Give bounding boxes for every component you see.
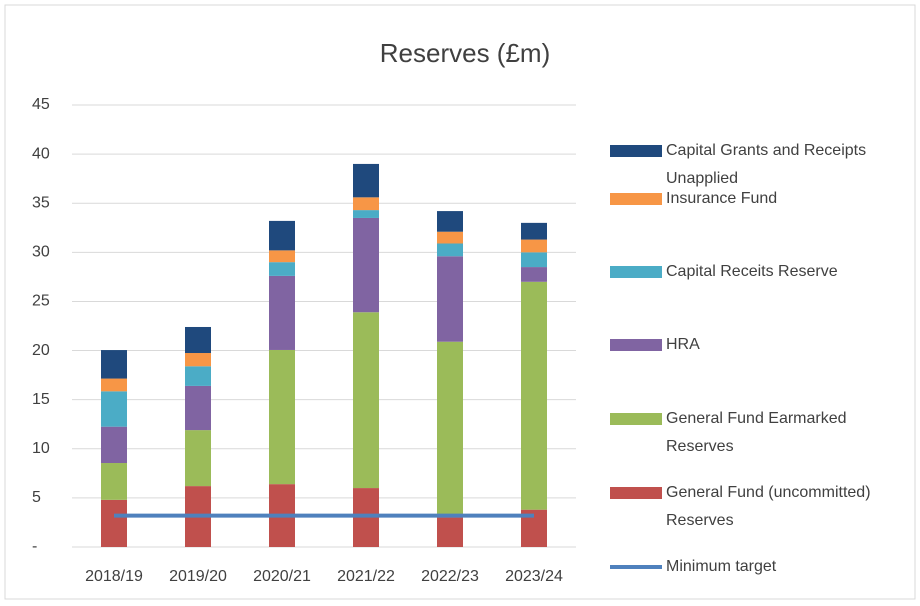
bar-segment [521,267,547,282]
bar-segment [437,341,463,518]
bar-segment [353,197,379,211]
bar-segment [185,353,211,367]
legend-label: Capital Receits Reserve [666,263,838,280]
legend-item: General Fund (uncommitted) Reserves [610,479,910,535]
bar-segment [521,281,547,510]
chart-title: Reserves (£m) [380,38,550,68]
bar-segment [353,217,379,313]
bar-segment [521,222,547,240]
legend-swatch [610,487,662,499]
bar-segment [521,239,547,253]
legend-swatch [610,266,662,278]
legend-label: General Fund (uncommitted) Reserves [666,484,871,529]
y-tick-label: 45 [32,96,50,113]
y-tick-label: 15 [32,391,50,408]
bar-segment [437,211,463,232]
x-tick-label: 2021/22 [337,568,395,585]
legend-item: HRA [610,331,910,359]
y-tick-label: 30 [32,244,50,261]
bar-segment [185,430,211,487]
bar-segment [185,326,211,354]
bar-segment [269,275,295,350]
bar-segment [521,252,547,268]
legend-item: Insurance Fund [610,185,910,213]
y-tick-label: 25 [32,293,50,310]
bar-segment [269,262,295,276]
legend-label: Capital Grants and Receipts Unapplied [666,142,867,187]
x-tick-label: 2019/20 [169,568,227,585]
bar-segment [101,499,127,547]
legend-item: Minimum target [610,553,910,581]
bar-segment [353,312,379,489]
bar-segment [437,256,463,342]
bar-segment [437,243,463,257]
y-tick-label: 35 [32,194,50,211]
legend-swatch [610,145,662,157]
legend-item: Capital Receits Reserve [610,258,910,286]
legend-item: General Fund Earmarked Reserves [610,405,910,461]
legend-swatch [610,413,662,425]
legend-item: Capital Grants and Receipts Unapplied [610,137,910,193]
x-tick-label: 2022/23 [421,568,479,585]
chart-border [4,4,916,600]
bar-segment [101,350,127,379]
bar-segment [101,378,127,392]
bar-segment [269,349,295,485]
y-tick-label: 5 [32,489,41,506]
bar-segment [353,163,379,198]
legend-label: General Fund Earmarked Reserves [666,410,847,455]
bar-segment [101,391,127,427]
y-tick-label: 10 [32,440,50,457]
bar-segment [437,231,463,244]
y-tick-label: 20 [32,342,50,359]
bar-segment [269,250,295,263]
legend-swatch [610,339,662,351]
bar-segment [185,366,211,386]
y-tick-label: - [32,538,37,555]
x-tick-label: 2023/24 [505,568,563,585]
legend-swatch [610,193,662,205]
bar-segment [101,426,127,464]
legend-swatch [610,565,662,569]
legend-label: HRA [666,336,700,353]
bar-segment [269,220,295,251]
x-tick-label: 2018/19 [85,568,143,585]
y-tick-label: 40 [32,145,50,162]
legend-label: Insurance Fund [666,190,778,207]
bar-segment [353,210,379,218]
legend-label: Minimum target [666,558,777,575]
bar-segment [101,463,127,500]
bar-segment [185,385,211,431]
bar-segment [437,517,463,547]
x-tick-label: 2020/21 [253,568,311,585]
